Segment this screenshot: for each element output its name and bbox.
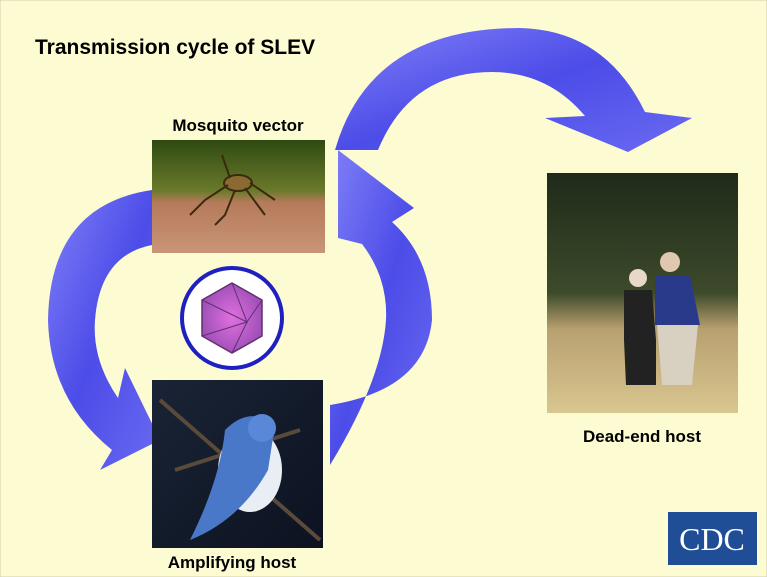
node-label: Amplifying host xyxy=(168,553,297,572)
mosquito-icon xyxy=(189,154,276,226)
title: Transmission cycle of SLEV xyxy=(35,36,315,59)
mosquito-photo xyxy=(152,140,325,253)
logo-text: CDC xyxy=(679,521,745,557)
cdc-logo xyxy=(668,512,757,565)
virus-edges xyxy=(201,282,263,354)
node-label: Mosquito vector xyxy=(172,116,304,135)
arrow-to-mosquito xyxy=(330,150,432,465)
arrow-to-bird xyxy=(48,190,160,470)
arrow-to-dead-end xyxy=(335,28,692,152)
people-icon xyxy=(624,252,700,385)
bird-icon xyxy=(158,398,322,542)
node-label: Dead-end host xyxy=(583,427,701,446)
